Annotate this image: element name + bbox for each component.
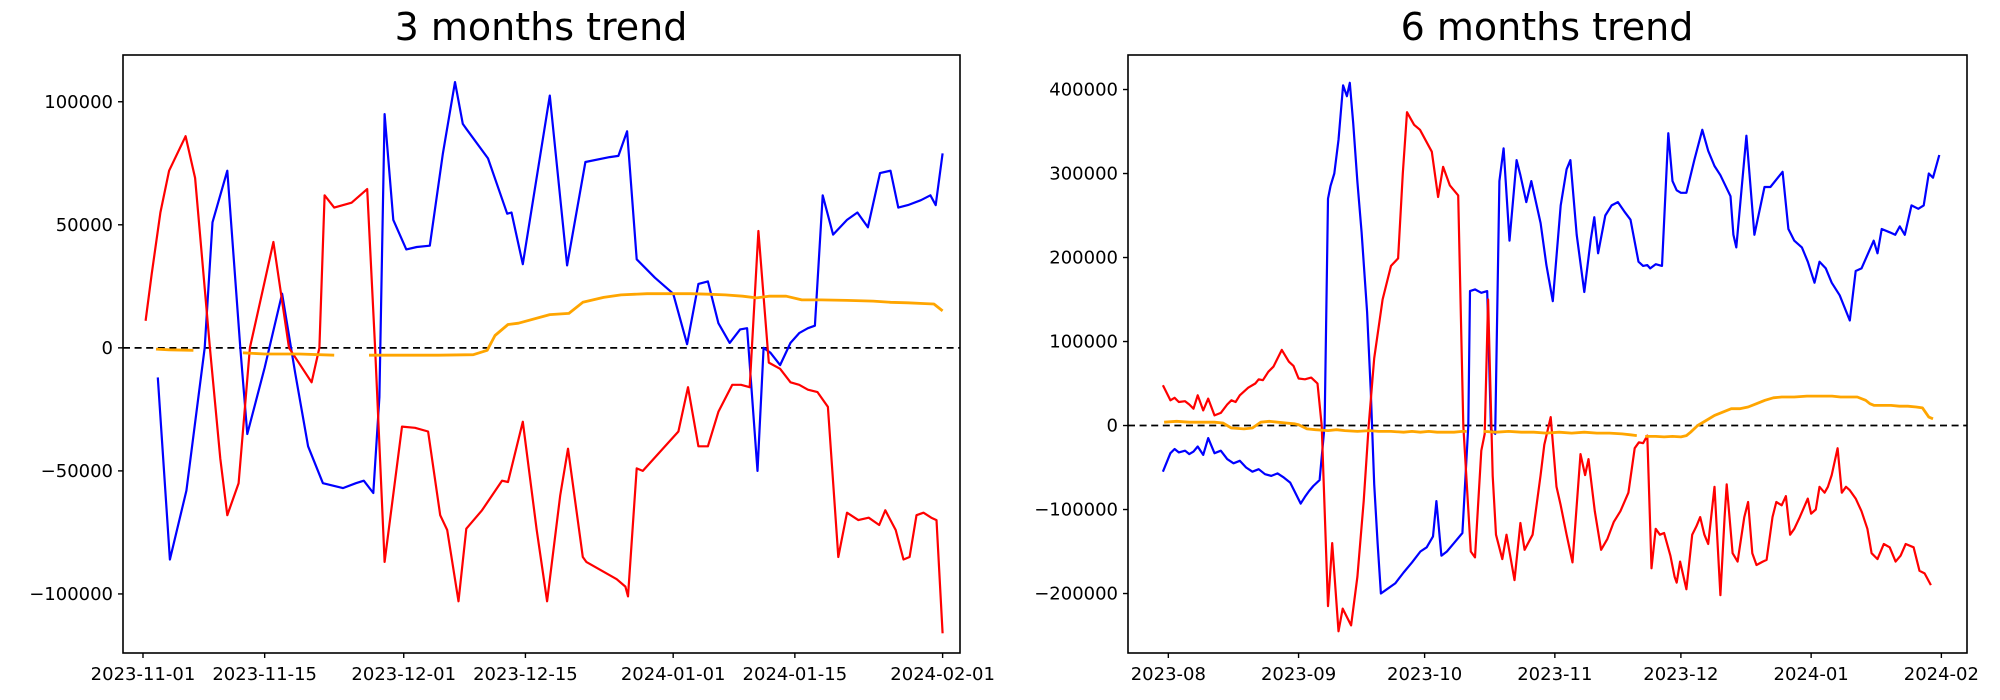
series-red-line [144,135,944,634]
x-tick-label: 2023-11-01 [91,664,196,685]
series-orange-line [242,351,335,357]
x-tick-label: 2023-10 [1387,664,1462,685]
series-orange-line [1645,394,1934,439]
y-tick-label: 200000 [1049,248,1118,269]
x-tick-label: 2024-02 [1904,664,1979,685]
series-orange-line [155,347,194,352]
x-tick-label: 2023-11-15 [212,664,317,685]
x-tick-label: 2024-01-01 [621,664,726,685]
y-tick-label: 50000 [56,215,113,236]
x-tick-label: 2023-08 [1131,664,1206,685]
x-tick-label: 2023-09 [1261,664,1336,685]
y-tick-label: 0 [102,338,113,359]
series-orange-line [369,292,944,357]
y-tick-label: 100000 [44,92,113,113]
y-tick-label: 400000 [1049,80,1118,101]
y-tick-label: −100000 [29,584,113,605]
y-tick-label: 100000 [1049,332,1118,353]
plot-border [1127,54,1968,654]
series-orange-line [1483,429,1637,437]
chart-title-right: 6 months trend [1401,5,1694,49]
series-blue-line [1161,81,1941,595]
series-blue-line [156,80,944,561]
x-tick-label: 2024-02-01 [890,664,995,685]
x-tick-label: 2023-12-01 [351,664,456,685]
y-tick-label: −50000 [41,461,113,482]
x-tick-label: 2023-12-15 [473,664,578,685]
x-tick-label: 2023-12 [1643,664,1718,685]
y-tick-label: −100000 [1034,500,1118,521]
series-orange-line [1164,419,1467,434]
y-tick-label: −200000 [1034,584,1118,605]
series-red-line [1161,111,1932,633]
y-tick-label: 300000 [1049,164,1118,185]
x-tick-label: 2023-11 [1517,664,1592,685]
y-tick-label: 0 [1107,416,1118,437]
chart-title-left: 3 months trend [395,5,688,49]
plot-border [122,54,961,654]
x-tick-label: 2024-01 [1774,664,1849,685]
x-tick-label: 2024-01-15 [743,664,848,685]
